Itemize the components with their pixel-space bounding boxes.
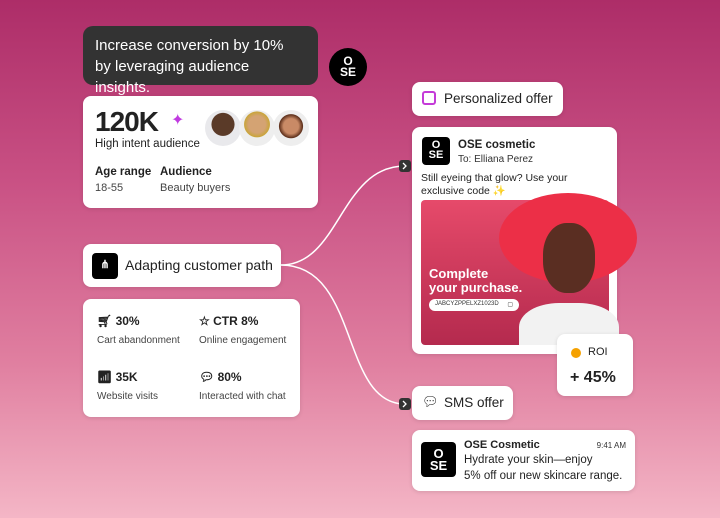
stat-label: Interacted with chat [199,391,286,402]
sparkle-icon: ✦ [171,112,185,129]
audience-count-label: High intent audience [95,138,200,150]
sms-offer-pill[interactable]: 💬︎ SMS offer [412,386,513,420]
age-range-label: Age range [95,166,152,178]
model-photo [499,193,637,345]
stat-cart: 🛒︎ 30% Cart abandonment [97,314,180,346]
sms-label: SMS offer [444,395,504,410]
audience-label: Audience [160,166,212,178]
personalized-offer-pill[interactable]: Personalized offer [412,82,563,116]
stat-ctr: ☆ CTR 8% Online engagement [199,314,286,346]
stat-value: 30% [115,314,140,328]
stats-card: 🛒︎ 30% Cart abandonment ☆ CTR 8% Online … [83,299,300,417]
stat-chat: 💬︎ 80% Interacted with chat [199,370,286,402]
avatar-group [205,110,309,146]
promo-title-2: your purchase. [429,280,523,295]
age-range-value: 18-55 [95,182,124,194]
sms-card: O SE OSE Cosmetic 9:41 AM Hydrate your sk… [412,430,635,491]
offer-label: Personalized offer [444,91,553,106]
stat-label: Cart abandonment [97,335,180,346]
promo-title-1: Complete [429,266,489,281]
adapting-path-pill[interactable]: ⋔ Adapting customer path [83,244,281,287]
headline-bubble: Increase conversion by 10% by leveraging… [83,26,318,96]
recipient: To: Elliana Perez [458,154,534,165]
audience-value: Beauty buyers [160,182,231,194]
path-label: Adapting customer path [125,257,273,273]
promo-code: JABCYZPPELXZ1023D [435,301,499,307]
roi-label: ROI [588,346,608,358]
sms-sender: OSE Cosmetic [464,439,540,451]
sms-line-1: Hydrate your skin—enjoy [464,454,593,466]
headline-line-2: by leveraging audience insights. [95,58,250,96]
path-flow-icon: ⋔ [92,253,118,279]
sender-logo: O SE [421,442,456,477]
stat-value: 80% [217,370,242,384]
audience-card: 120K ✦ High intent audience Age range 18… [83,96,318,208]
message-icon: 💬︎ [422,394,439,409]
roi-value: + 45% [570,369,616,386]
stat-label: Online engagement [199,335,287,346]
avatar [273,110,309,146]
sparkle-image-icon [422,91,436,105]
star-badge-icon: ☆ [199,314,210,328]
sms-time: 9:41 AM [596,441,626,450]
chart-icon: 📶︎ [97,370,113,384]
brand-logo: O SE [329,48,367,86]
stat-value: CTR 8% [213,314,259,328]
sender-logo: O SE [422,137,450,165]
email-card: O SE OSE cosmetic To: Elliana Perez Still… [412,127,637,354]
sms-line-2: 5% off our new skincare range. [464,470,623,482]
avatar [205,110,241,146]
copy-icon: ▢ [507,302,513,308]
stat-value: 35K [115,370,138,384]
roi-card: ROI + 45% [557,334,633,396]
stat-visits: 📶︎ 35K Website visits [97,370,158,402]
email-message: Still eyeing that glow? Use your exclusi… [421,172,568,197]
roi-dot-icon [571,348,581,358]
cart-icon: 🛒︎ [97,314,113,328]
audience-count: 120K [95,106,159,137]
avatar [239,110,275,146]
promo-code-field[interactable]: JABCYZPPELXZ1023D ▢ [429,299,519,311]
headline-line-1: Increase conversion by 10% [95,37,284,54]
stat-label: Website visits [97,391,158,402]
sender-name: OSE cosmetic [458,139,536,151]
chat-icon: 💬︎ [199,370,215,384]
